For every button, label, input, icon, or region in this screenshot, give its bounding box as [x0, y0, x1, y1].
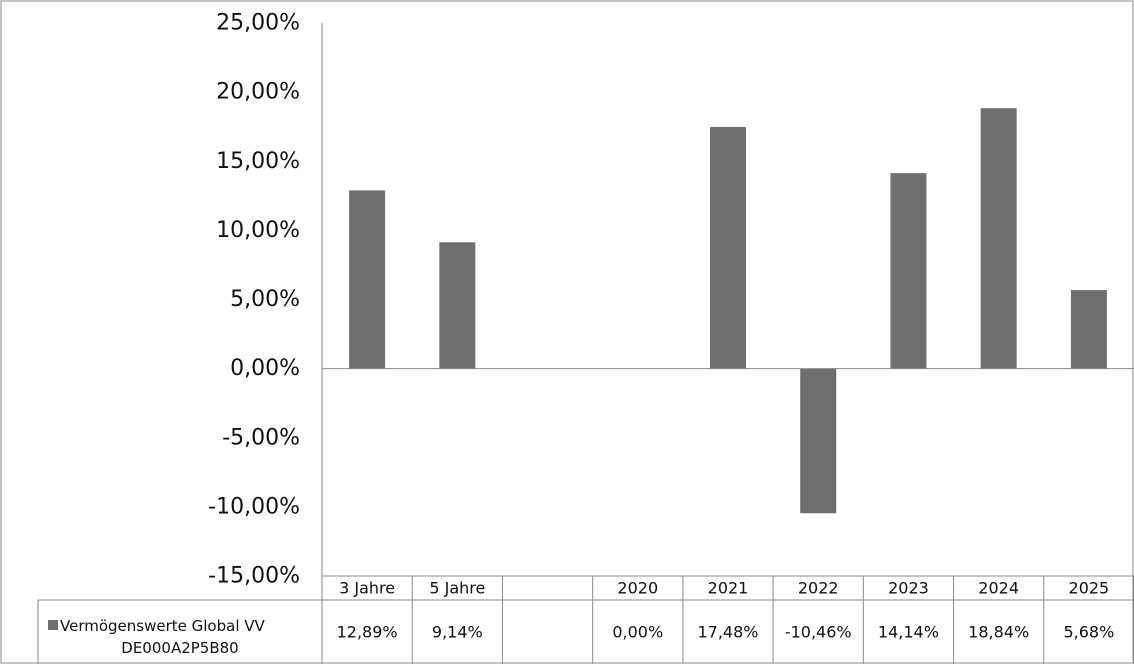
category-label: 2021 — [708, 579, 749, 598]
bar — [890, 173, 927, 369]
y-tick-label: -5,00% — [222, 425, 300, 450]
category-label: 2022 — [798, 579, 839, 598]
data-label: 12,89% — [337, 623, 398, 642]
data-label: -10,46% — [785, 623, 852, 642]
data-label: 14,14% — [878, 623, 939, 642]
category-label: 5 Jahre — [429, 579, 485, 598]
y-tick-label: -10,00% — [208, 494, 300, 519]
legend-label: Vermögenswerte Global VV — [60, 617, 266, 635]
bar — [1070, 290, 1107, 369]
category-label: 3 Jahre — [339, 579, 395, 598]
y-tick-label: 5,00% — [230, 287, 300, 312]
bar — [980, 108, 1017, 369]
y-tick-label: 15,00% — [216, 149, 300, 174]
legend-swatch — [48, 620, 58, 630]
data-label: 0,00% — [612, 623, 663, 642]
bar — [710, 126, 746, 369]
bar — [349, 190, 386, 369]
category-label: 2024 — [978, 579, 1019, 598]
y-tick-label: 10,00% — [216, 218, 300, 243]
data-label: 5,68% — [1063, 623, 1114, 642]
bar — [800, 368, 837, 514]
y-tick-label: 25,00% — [216, 11, 300, 36]
category-label: 2023 — [888, 579, 929, 598]
y-tick-label: 0,00% — [230, 356, 300, 381]
data-label: 9,14% — [432, 623, 483, 642]
y-tick-label: 20,00% — [216, 80, 300, 105]
category-label: 2020 — [617, 579, 658, 598]
data-label: 17,48% — [697, 623, 758, 642]
y-tick-label: -15,00% — [208, 564, 300, 589]
bar — [439, 242, 476, 369]
category-label: 2025 — [1069, 579, 1110, 598]
legend-label: DE000A2P5B80 — [121, 639, 238, 657]
data-label: 18,84% — [968, 623, 1029, 642]
